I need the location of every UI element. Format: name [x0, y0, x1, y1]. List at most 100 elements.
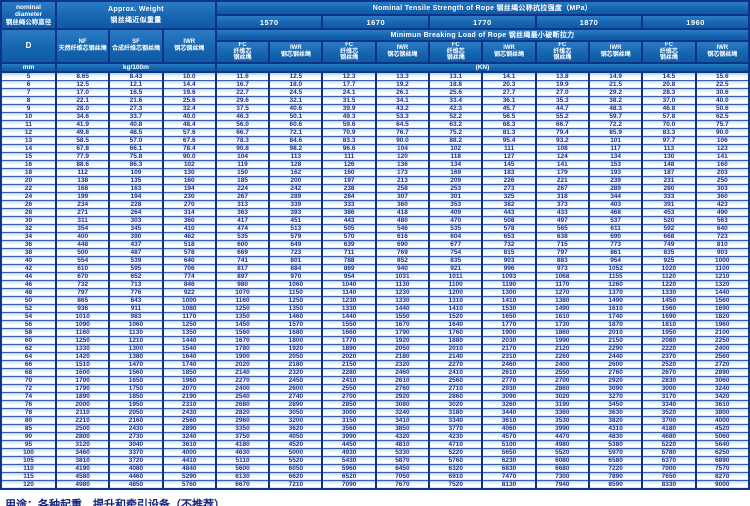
table-cell: 5290: [161, 472, 217, 481]
table-cell: 67.6: [161, 136, 217, 145]
table-row: 58 1160 1130 1350 1560 1680 1660 1790 1760 1900 18…: [0, 328, 750, 337]
table-cell: 5000: [268, 448, 324, 457]
table-cell: 1300: [108, 344, 164, 353]
table-cell: 1052: [587, 264, 644, 273]
table-cell: 102: [428, 144, 484, 153]
table-cell: 3090: [481, 392, 537, 401]
table-cell: 2180: [374, 352, 431, 361]
table-cell: 6370: [641, 456, 697, 465]
table-cell: 1230: [374, 288, 431, 297]
table-cell: 56.0: [214, 120, 271, 129]
table-row: 66 1510 1470 1740 2020 2180 2150 2320 2270 2460 24…: [0, 360, 750, 369]
table-cell: 2250: [694, 336, 750, 345]
table-cell: 1640: [428, 320, 484, 329]
table-cell: 3420: [694, 392, 750, 401]
table-cell: 76: [0, 400, 57, 409]
table-cell: 57.0: [108, 136, 164, 145]
table-cell: 595: [108, 264, 164, 273]
table-cell: 4840: [161, 464, 217, 473]
table-cell: 2180: [268, 360, 324, 369]
table-cell: 1190: [481, 280, 537, 289]
table-cell: 1900: [481, 328, 537, 337]
table-cell: 1370: [587, 288, 644, 297]
table-cell: 90.0: [374, 136, 431, 145]
table-cell: 921: [428, 264, 484, 273]
table-cell: 2400: [534, 360, 590, 369]
table-cell: 123: [694, 144, 750, 153]
table-cell: 1440: [161, 336, 217, 345]
table-cell: 68: [0, 368, 57, 377]
table-row: 54 1010 983 1170 1350 1460 1440 1550 1520 1650 161…: [0, 312, 750, 321]
table-cell: 6250: [694, 448, 750, 457]
table-cell: 1140: [321, 288, 377, 297]
table-cell: 303: [108, 216, 164, 225]
table-cell: 1090: [54, 320, 111, 329]
table-cell: 983: [108, 312, 164, 321]
table-cell: 75.8: [108, 152, 164, 161]
table-cell: 33.4: [428, 96, 484, 105]
table-cell: 1670: [214, 336, 271, 345]
table-cell: 1850: [161, 368, 217, 377]
table-cell: 6050: [268, 464, 324, 473]
table-cell: 360: [374, 200, 431, 209]
table-cell: 5520: [534, 448, 590, 457]
table-cell: 66.7: [534, 120, 590, 129]
table-cell: 27.0: [534, 88, 590, 97]
table-cell: 1670: [374, 320, 431, 329]
table-cell: 4580: [54, 472, 111, 481]
table-cell: 7090: [321, 480, 377, 489]
table-cell: 996: [481, 264, 537, 273]
table-cell: 2030: [481, 336, 537, 345]
table-cell: 433: [534, 208, 590, 217]
table-cell: 3770: [428, 424, 484, 433]
table-cell: 21.6: [108, 96, 164, 105]
table-cell: 6320: [428, 464, 484, 473]
table-cell: 690: [587, 232, 644, 241]
table-cell: 113: [641, 144, 697, 153]
table-cell: 7210: [268, 480, 324, 489]
table-cell: 852: [374, 256, 431, 265]
table-cell: 3050: [268, 408, 324, 417]
table-cell: 72.2: [587, 120, 644, 129]
table-cell: 1730: [534, 320, 590, 329]
table-cell: 563: [694, 216, 750, 225]
table-row: 26 234 228 270 313 339 333 360 353 382 373 403 391 42…: [0, 200, 750, 209]
table-cell: 797: [54, 288, 111, 297]
table-cell: 1010: [54, 312, 111, 321]
table-cell: 2070: [161, 384, 217, 393]
table-cell: 3610: [694, 400, 750, 409]
table-cell: 2440: [587, 352, 644, 361]
table-cell: 30: [0, 216, 57, 225]
table-cell: 565: [534, 224, 590, 233]
table-header: nominal diameter 钢丝绳公称直径 Approx. Weight …: [0, 0, 750, 73]
col-header-iwr-weight: IWR 钢芯钢丝绳: [161, 28, 217, 64]
table-cell: 102: [161, 160, 217, 169]
table-cell: 418: [374, 208, 431, 217]
table-cell: 3170: [641, 392, 697, 401]
table-cell: 3850: [374, 424, 431, 433]
table-cell: 109: [108, 168, 164, 177]
table-cell: 652: [108, 272, 164, 281]
table-cell: 2700: [321, 392, 377, 401]
table-cell: 903: [694, 248, 750, 257]
col-header-fc-1960: FC 纤维芯 钢丝绳: [641, 40, 697, 64]
table-cell: 4320: [374, 432, 431, 441]
table-cell: 1130: [374, 280, 431, 289]
table-row: 6 12.5 12.1 14.4 16.7 18.0 17.7 19.2 18.8 20.3 19.…: [0, 80, 750, 89]
col-header-fc-1570: FC 纤维芯 钢丝绳: [214, 40, 271, 64]
table-cell: 1420: [54, 352, 111, 361]
table-cell: 835: [428, 256, 484, 265]
table-cell: 403: [587, 200, 644, 209]
table-cell: 4000: [694, 416, 750, 425]
table-cell: 2610: [481, 368, 537, 377]
table-cell: 111: [481, 144, 537, 153]
table-cell: 970: [268, 272, 324, 281]
table-cell: 1900: [214, 352, 271, 361]
table-cell: 1310: [428, 296, 484, 305]
table-cell: 1250: [54, 336, 111, 345]
table-row: 5 8.65 8.43 10.0 11.6 12.5 12.3 13.3 13.1 14.1 13.…: [0, 71, 750, 81]
table-cell: 1510: [54, 360, 111, 369]
table-row: 70 1700 1650 1960 2270 2450 2410 2610 2560 2770 27…: [0, 376, 750, 385]
table-cell: 34.6: [54, 112, 111, 121]
table-cell: 1950: [108, 400, 164, 409]
